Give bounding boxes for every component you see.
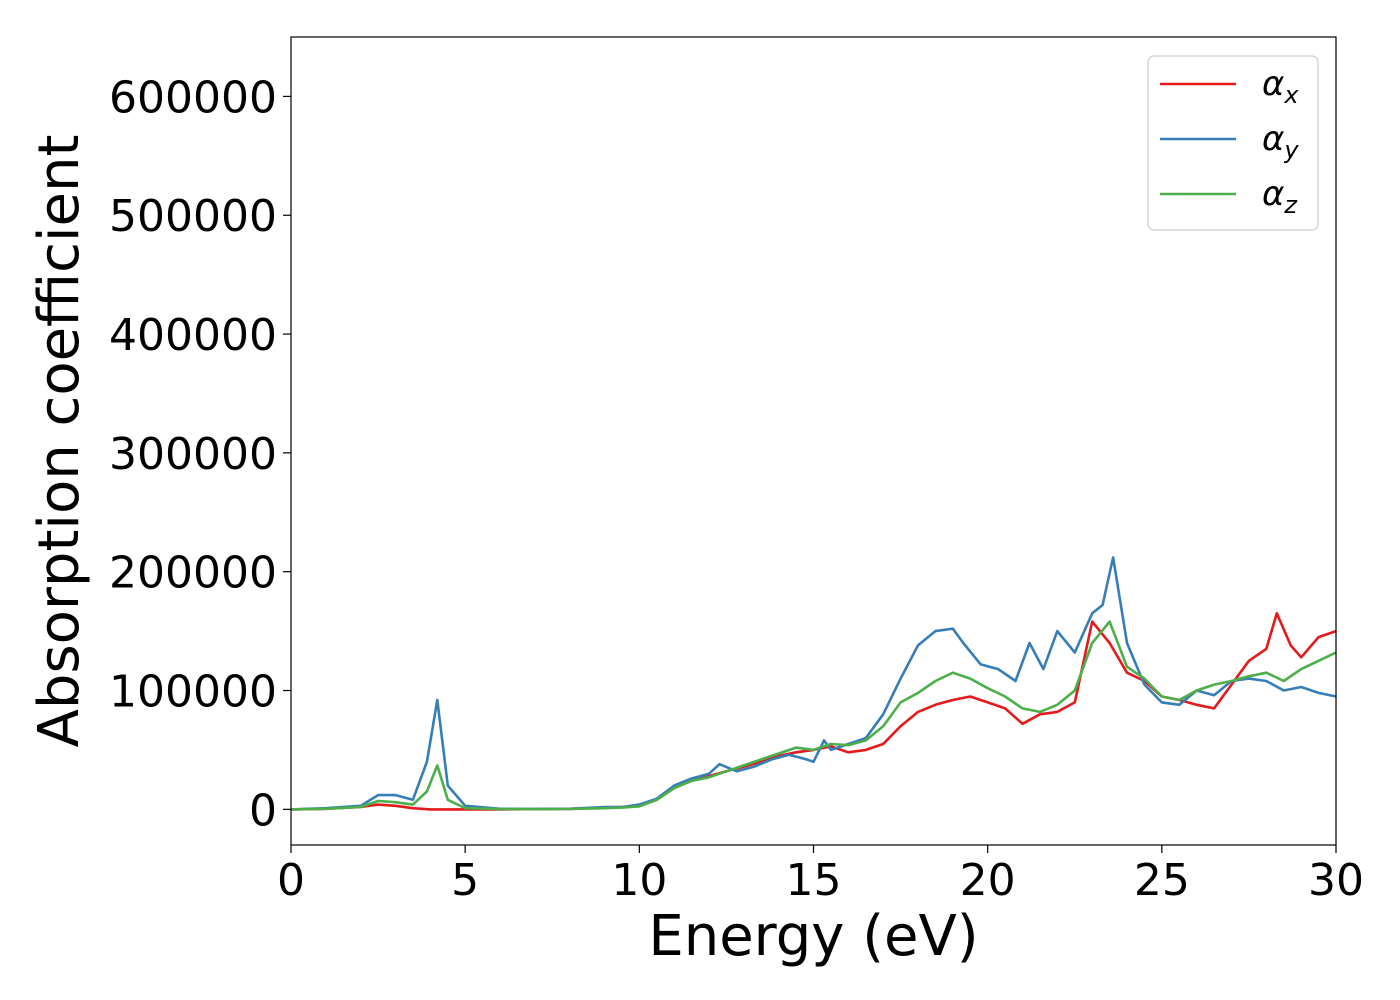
y-tick-label: 600000 bbox=[109, 72, 277, 123]
x-tick-label: 15 bbox=[786, 855, 842, 906]
series-group bbox=[290, 556, 1337, 811]
y-tick-label: 300000 bbox=[109, 429, 277, 480]
x-tick-label: 10 bbox=[611, 855, 667, 906]
y-tick-label: 0 bbox=[249, 785, 277, 836]
x-tick-label: 0 bbox=[277, 855, 305, 906]
legend-entry-y: αy bbox=[1262, 119, 1299, 164]
x-tick-label: 20 bbox=[960, 855, 1016, 906]
y-tick-label: 400000 bbox=[109, 310, 277, 361]
y-tick-label: 200000 bbox=[109, 548, 277, 599]
y-axis-ticks: 0 100000 200000 300000 400000 500000 600000 bbox=[109, 72, 291, 836]
legend-box bbox=[1147, 55, 1319, 231]
legend-entry-z: αz bbox=[1262, 174, 1298, 219]
legend: αx αy αz bbox=[1147, 55, 1319, 231]
x-tick-label: 30 bbox=[1308, 855, 1364, 906]
series-line-z bbox=[290, 620, 1337, 811]
x-tick-label: 5 bbox=[451, 855, 479, 906]
y-tick-label: 500000 bbox=[109, 191, 277, 242]
legend-entry-x: αx bbox=[1262, 64, 1299, 109]
x-axis-label: Energy (eV) bbox=[648, 904, 978, 969]
y-axis-label: Absorption coefficient bbox=[27, 135, 92, 748]
x-tick-label: 25 bbox=[1134, 855, 1190, 906]
x-axis-ticks: 0 5 10 15 20 25 30 bbox=[277, 845, 1364, 906]
y-tick-label: 100000 bbox=[109, 667, 277, 718]
